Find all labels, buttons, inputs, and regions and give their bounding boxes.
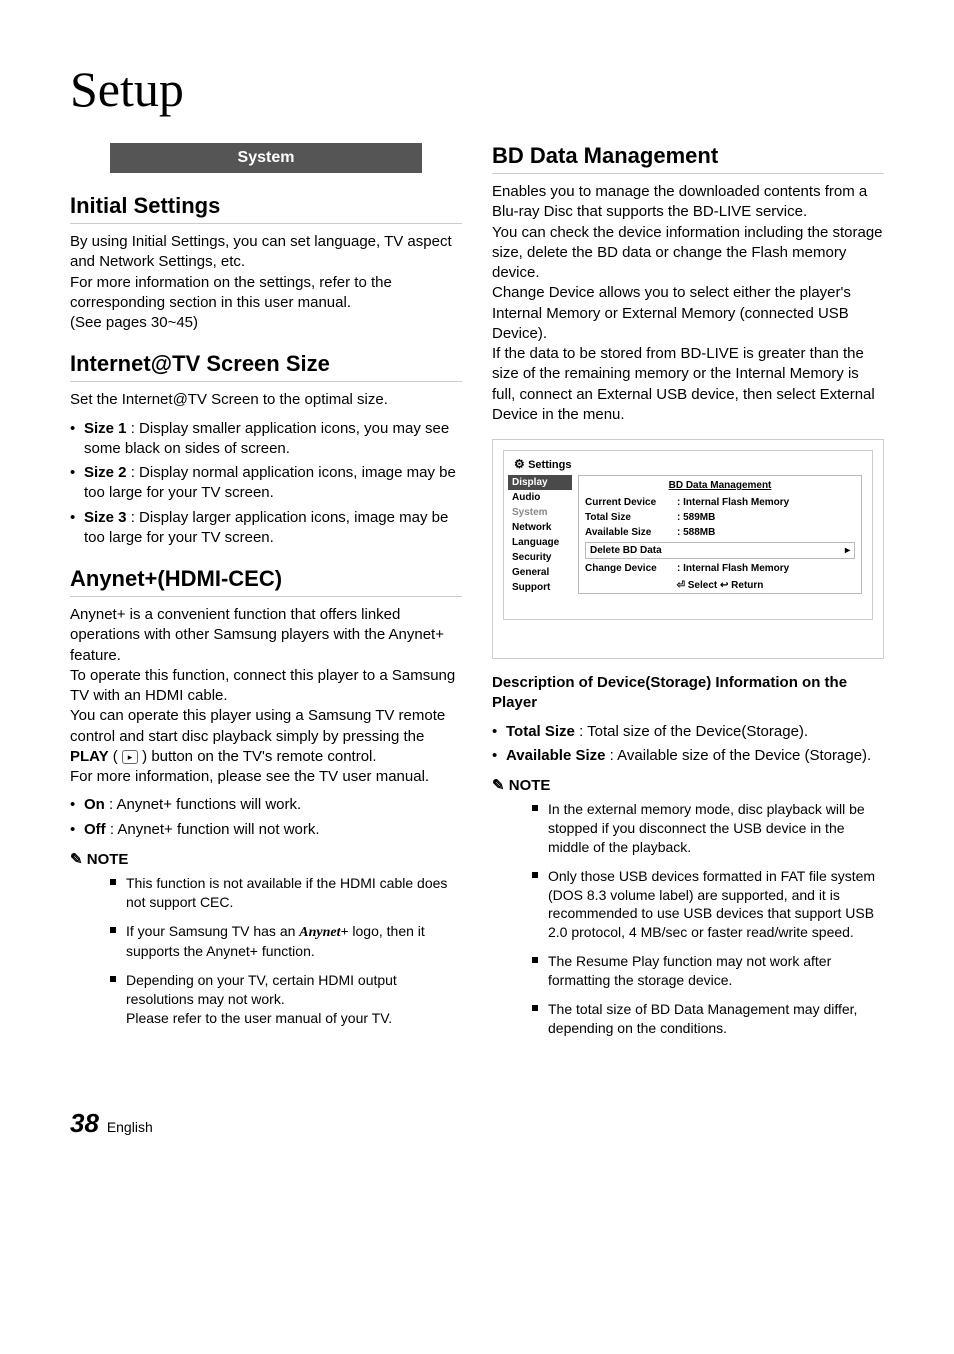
- initial-settings-heading: Initial Settings: [70, 193, 462, 224]
- size2-item: Size 2 : Display normal application icon…: [70, 463, 462, 504]
- bd-p3: Change Device allows you to select eithe…: [492, 283, 884, 344]
- bd-p1: Enables you to manage the downloaded con…: [492, 182, 884, 223]
- anynet-p4: For more information, please see the TV …: [70, 767, 462, 787]
- detail-change-device: Change Device : Internal Flash Memory: [585, 561, 855, 576]
- desc-list: Total Size : Total size of the Device(St…: [492, 722, 884, 767]
- anynet-notes: This function is not available if the HD…: [70, 874, 462, 1028]
- system-header: System: [110, 143, 422, 173]
- settings-panel-title: Settings: [514, 457, 572, 471]
- anynet-p1: Anynet+ is a convenient function that of…: [70, 605, 462, 666]
- anynet-logo: Anynet+: [299, 925, 348, 940]
- size3-desc: : Display larger application icons, imag…: [84, 509, 448, 546]
- initial-p3: (See pages 30~45): [70, 313, 462, 333]
- detail-available-size: Available Size : 588MB: [585, 525, 855, 540]
- anynet-onoff-list: On : Anynet+ functions will work. Off : …: [70, 795, 462, 840]
- anynet-p2: To operate this function, connect this p…: [70, 666, 462, 707]
- settings-detail: BD Data Management Current Device : Inte…: [578, 475, 862, 594]
- bd-p4: If the data to be stored from BD-LIVE is…: [492, 344, 884, 425]
- anynet-note2a: If your Samsung TV has an: [126, 923, 299, 939]
- initial-p2: For more information on the settings, re…: [70, 273, 462, 314]
- detail-v0: : Internal Flash Memory: [677, 497, 789, 508]
- bd-heading: BD Data Management: [492, 143, 884, 174]
- off-term: Off: [84, 821, 106, 838]
- size1-term: Size 1: [84, 420, 127, 437]
- sidebar-item-audio[interactable]: Audio: [512, 490, 572, 505]
- sidebar-item-support[interactable]: Support: [512, 580, 572, 595]
- note-label-left: NOTE: [70, 850, 462, 868]
- size3-term: Size 3: [84, 509, 127, 526]
- anynet-p3: You can operate this player using a Sams…: [70, 706, 462, 767]
- desc-total-term: Total Size: [506, 723, 575, 740]
- internet-size-list: Size 1 : Display smaller application ico…: [70, 419, 462, 549]
- size1-desc: : Display smaller application icons, you…: [84, 420, 449, 457]
- anynet-on: On : Anynet+ functions will work.: [70, 795, 462, 815]
- size1-item: Size 1 : Display smaller application ico…: [70, 419, 462, 460]
- desc-head: Description of Device(Storage) Informati…: [492, 673, 884, 714]
- settings-panel: Settings Display Audio System Network La…: [492, 439, 884, 659]
- sidebar-item-network[interactable]: Network: [512, 520, 572, 535]
- page-footer: 38 English: [70, 1108, 884, 1139]
- detail-delete-bd[interactable]: Delete BD Data ▸: [585, 542, 855, 559]
- detail-v1: : 589MB: [677, 512, 715, 523]
- page-number: 38: [70, 1108, 99, 1138]
- anynet-off: Off : Anynet+ function will not work.: [70, 820, 462, 840]
- detail-v3: : Internal Flash Memory: [677, 563, 789, 574]
- anynet-p3a: You can operate this player using a Sams…: [70, 707, 445, 744]
- right-column: BD Data Management Enables you to manage…: [492, 143, 884, 1048]
- page-lang: English: [107, 1119, 153, 1135]
- bd-note3: The Resume Play function may not work af…: [532, 952, 884, 990]
- anynet-note2: If your Samsung TV has an Anynet+ logo, …: [110, 922, 462, 962]
- anynet-note1: This function is not available if the HD…: [110, 874, 462, 912]
- settings-panel-inner: Settings Display Audio System Network La…: [503, 450, 873, 620]
- on-term: On: [84, 796, 105, 813]
- desc-total-desc: : Total size of the Device(Storage).: [575, 723, 808, 740]
- play-icon: ▸: [122, 750, 138, 764]
- anynet-note3a: Depending on your TV, certain HDMI outpu…: [126, 972, 397, 1007]
- size2-desc: : Display normal application icons, imag…: [84, 464, 456, 501]
- bd-note1: In the external memory mode, disc playba…: [532, 800, 884, 857]
- sidebar-item-system[interactable]: System: [512, 505, 572, 520]
- detail-current-device: Current Device : Internal Flash Memory: [585, 495, 855, 510]
- initial-p1: By using Initial Settings, you can set l…: [70, 232, 462, 273]
- bd-note2: Only those USB devices formatted in FAT …: [532, 867, 884, 943]
- size3-item: Size 3 : Display larger application icon…: [70, 508, 462, 549]
- internet-heading: Internet@TV Screen Size: [70, 351, 462, 382]
- anynet-note3b: Please refer to the user manual of your …: [126, 1010, 392, 1026]
- play-label: PLAY: [70, 748, 109, 765]
- off-desc: : Anynet+ function will not work.: [106, 821, 320, 838]
- content-columns: System Initial Settings By using Initial…: [70, 143, 884, 1048]
- anynet-note3: Depending on your TV, certain HDMI outpu…: [110, 971, 462, 1028]
- sidebar-item-security[interactable]: Security: [512, 550, 572, 565]
- left-column: System Initial Settings By using Initial…: [70, 143, 462, 1048]
- on-desc: : Anynet+ functions will work.: [105, 796, 301, 813]
- internet-p1: Set the Internet@TV Screen to the optima…: [70, 390, 462, 410]
- settings-sidebar: Display Audio System Network Language Se…: [512, 475, 572, 595]
- detail-k0: Current Device: [585, 497, 665, 508]
- desc-avail-term: Available Size: [506, 747, 606, 764]
- chevron-right-icon: ▸: [845, 545, 850, 556]
- detail-v2: : 588MB: [677, 527, 715, 538]
- detail-k3: Change Device: [585, 563, 665, 574]
- desc-avail: Available Size : Available size of the D…: [492, 746, 884, 766]
- detail-title: BD Data Management: [585, 480, 855, 491]
- desc-avail-desc: : Available size of the Device (Storage)…: [606, 747, 872, 764]
- anynet-heading: Anynet+(HDMI-CEC): [70, 566, 462, 597]
- bd-notes: In the external memory mode, disc playba…: [492, 800, 884, 1038]
- page-title: Setup: [70, 60, 884, 118]
- detail-k1: Total Size: [585, 512, 665, 523]
- size2-term: Size 2: [84, 464, 127, 481]
- anynet-p3b: button on the TV's remote control.: [147, 748, 376, 765]
- sidebar-item-language[interactable]: Language: [512, 535, 572, 550]
- sidebar-item-display[interactable]: Display: [508, 475, 572, 490]
- note-label-right: NOTE: [492, 776, 884, 794]
- detail-footer: ⏎ Select ↩ Return: [585, 576, 855, 591]
- bd-note4: The total size of BD Data Management may…: [532, 1000, 884, 1038]
- sidebar-item-general[interactable]: General: [512, 565, 572, 580]
- detail-total-size: Total Size : 589MB: [585, 510, 855, 525]
- desc-total: Total Size : Total size of the Device(St…: [492, 722, 884, 742]
- detail-k2: Available Size: [585, 527, 665, 538]
- delete-bd-label: Delete BD Data: [590, 545, 662, 556]
- bd-p2: You can check the device information inc…: [492, 223, 884, 284]
